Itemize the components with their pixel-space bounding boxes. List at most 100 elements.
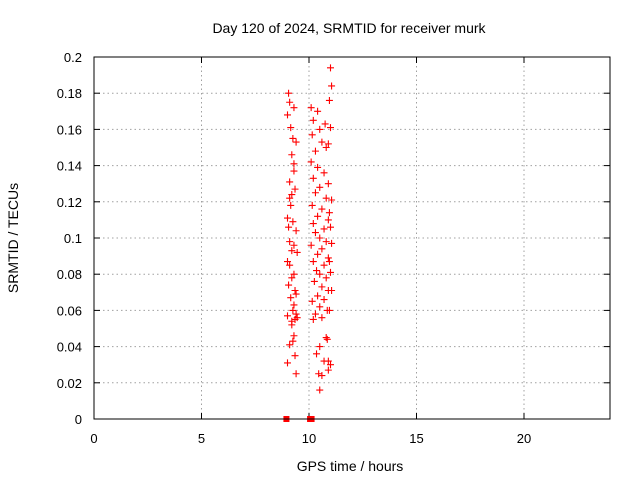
data-point [311, 147, 319, 155]
data-point [325, 209, 333, 217]
data-point [290, 241, 298, 249]
data-point [318, 245, 326, 253]
data-point [316, 183, 324, 191]
data-point [311, 189, 319, 197]
data-point [318, 283, 326, 291]
data-point [328, 196, 336, 204]
data-point [327, 64, 334, 72]
data-point [322, 144, 330, 151]
data-point [287, 201, 295, 209]
data-point [307, 158, 315, 166]
data-point [287, 294, 295, 302]
x-tick-label: 10 [302, 431, 316, 446]
data-point [308, 297, 316, 305]
data-point [316, 343, 324, 351]
data-point [324, 254, 332, 262]
data-point [309, 315, 317, 323]
x-axis-label: GPS time / hours [297, 458, 404, 474]
data-point [327, 361, 334, 369]
data-point [314, 292, 322, 300]
data-point [285, 281, 293, 289]
data-point [288, 191, 296, 199]
y-axis-label: SRMTID / TECUs [5, 183, 21, 293]
data-point [309, 220, 317, 228]
data-point [327, 223, 334, 231]
data-point [310, 277, 318, 285]
axis-layer: 0 0.02 0.04 0.06 0.08 0.1 0.12 0.14 0.16 0.18 0.2 0… [57, 50, 610, 446]
data-point [313, 350, 321, 358]
data-point [324, 366, 332, 374]
data-point [286, 341, 294, 349]
y-tick-label: 0.12 [57, 195, 82, 210]
data-point [286, 178, 294, 186]
data-point [289, 337, 297, 345]
data-point [292, 290, 300, 298]
data-point [322, 238, 330, 246]
data-point [307, 241, 315, 249]
data-point [288, 151, 296, 159]
data-point [292, 310, 300, 318]
data-point [328, 286, 336, 294]
data-point [322, 274, 330, 282]
data-point [314, 163, 322, 171]
data-point [316, 270, 324, 278]
y-tick-label: 0 [75, 412, 82, 427]
data-point [323, 335, 331, 343]
data-point [284, 258, 291, 266]
data-point [327, 268, 334, 276]
data-point [308, 131, 316, 139]
x-tick-label: 0 [90, 431, 97, 446]
data-point [316, 125, 324, 133]
data-point [287, 124, 295, 132]
y-tick-label: 0.1 [64, 231, 82, 246]
plot-frame [93, 56, 611, 420]
data-point [285, 223, 293, 231]
data-point [284, 111, 291, 119]
grid-layer [94, 57, 610, 419]
data-point [290, 301, 298, 309]
y-tick-label: 0.08 [57, 267, 82, 282]
data-point [328, 82, 336, 90]
data-point [292, 370, 300, 378]
data-point [291, 286, 299, 294]
data-point [325, 96, 333, 104]
data-point [286, 261, 294, 269]
chart-title: Day 120 of 2024, SRMTID for receiver mur… [212, 20, 486, 36]
data-point [316, 234, 324, 242]
data-point [291, 352, 299, 360]
data-point [311, 229, 319, 237]
data-point [288, 274, 296, 282]
y-tick-label: 0.02 [57, 376, 82, 391]
data-point [286, 98, 294, 106]
data-point [290, 332, 298, 340]
data-point [325, 258, 333, 266]
data-point [288, 317, 296, 325]
data-point [318, 138, 326, 146]
data-point [309, 258, 317, 266]
data-point [289, 134, 297, 142]
data-point [307, 104, 315, 112]
data-point [320, 225, 328, 233]
data-point [314, 212, 322, 220]
y-tick-label: 0.14 [57, 159, 82, 174]
x-tick-label: 20 [517, 431, 531, 446]
x-tick-label: 15 [409, 431, 423, 446]
data-point [320, 169, 328, 177]
data-point [289, 218, 297, 226]
data-point [293, 248, 301, 256]
data-point [291, 185, 299, 193]
data-point [284, 214, 291, 222]
y-tick-label: 0.16 [57, 122, 82, 137]
data-point [316, 386, 324, 394]
data-point [284, 312, 291, 320]
data-point [321, 120, 329, 128]
data-point [286, 194, 294, 202]
data-point [318, 314, 326, 322]
points-layer [283, 64, 336, 422]
data-point [309, 116, 317, 124]
data-point [322, 194, 330, 202]
data-point [313, 267, 321, 275]
data-point [327, 124, 334, 132]
data-point [284, 359, 291, 367]
